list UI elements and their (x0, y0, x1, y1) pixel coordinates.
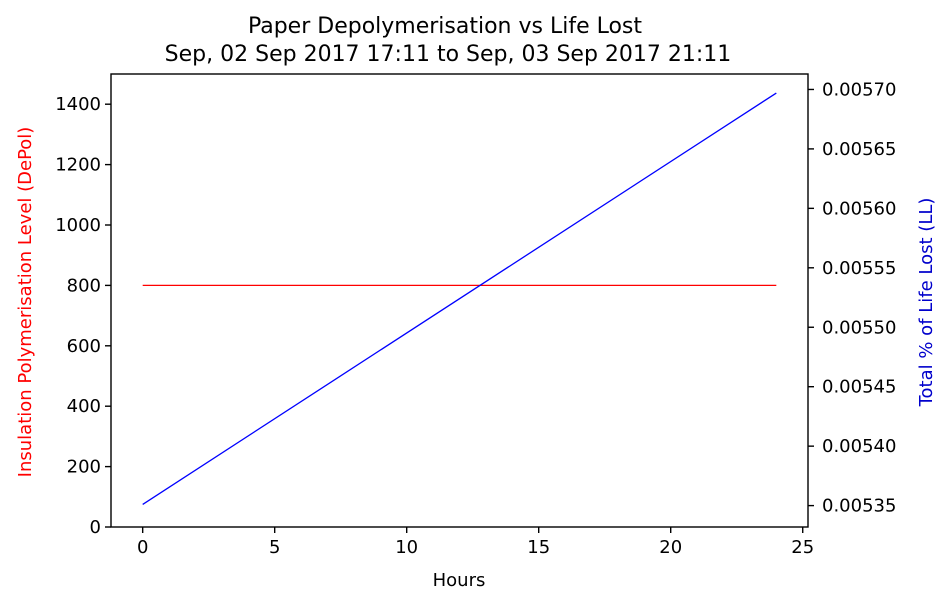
x-tick-label: 0 (137, 537, 148, 558)
life-lost-series-line (142, 92, 777, 505)
series-layer (142, 92, 777, 505)
y-right-tick-label: 0.00570 (822, 79, 896, 100)
chart-title: Paper Depolymerisation vs Life Lost (248, 14, 642, 39)
y-left-tick-label: 1000 (55, 215, 101, 236)
x-tick-label: 20 (659, 537, 682, 558)
y-right-tick-label: 0.00550 (822, 317, 896, 338)
y-right-tick-label: 0.00565 (822, 139, 896, 160)
y-left-tick-label: 0 (90, 517, 101, 538)
y-right-tick-label: 0.00535 (822, 496, 896, 517)
y-left-tick-label: 600 (67, 336, 101, 357)
y-left-tick-label: 1400 (55, 94, 101, 115)
y-left-tick-label: 200 (67, 457, 101, 478)
y-left-tick-label: 1200 (55, 155, 101, 176)
y-right-tick-label: 0.00545 (822, 377, 896, 398)
y-right-tick-label: 0.00555 (822, 258, 896, 279)
x-axis-label: Hours (433, 570, 486, 591)
x-tick-label: 15 (527, 537, 550, 558)
y-left-tick-label: 400 (67, 396, 101, 417)
plot-frame (110, 73, 809, 528)
y-left-tick-label: 800 (67, 275, 101, 296)
x-tick-label: 5 (269, 537, 280, 558)
x-tick-label: 10 (395, 537, 418, 558)
x-tick-label: 25 (791, 537, 814, 558)
y-axis-label-right: Total % of Life Lost (LL) (916, 198, 937, 408)
chart-subtitle: Sep, 02 Sep 2017 17:11 to Sep, 03 Sep 20… (165, 42, 732, 67)
ticks-layer: 0 5 10 15 20 25 0 200 400 600 800 1000 1200 1400 0.005… (55, 79, 896, 558)
y-right-tick-label: 0.00560 (822, 198, 896, 219)
y-axis-label-left: Insulation Polymerisation Level (DePol) (15, 127, 36, 478)
y-right-tick-label: 0.00540 (822, 436, 896, 457)
